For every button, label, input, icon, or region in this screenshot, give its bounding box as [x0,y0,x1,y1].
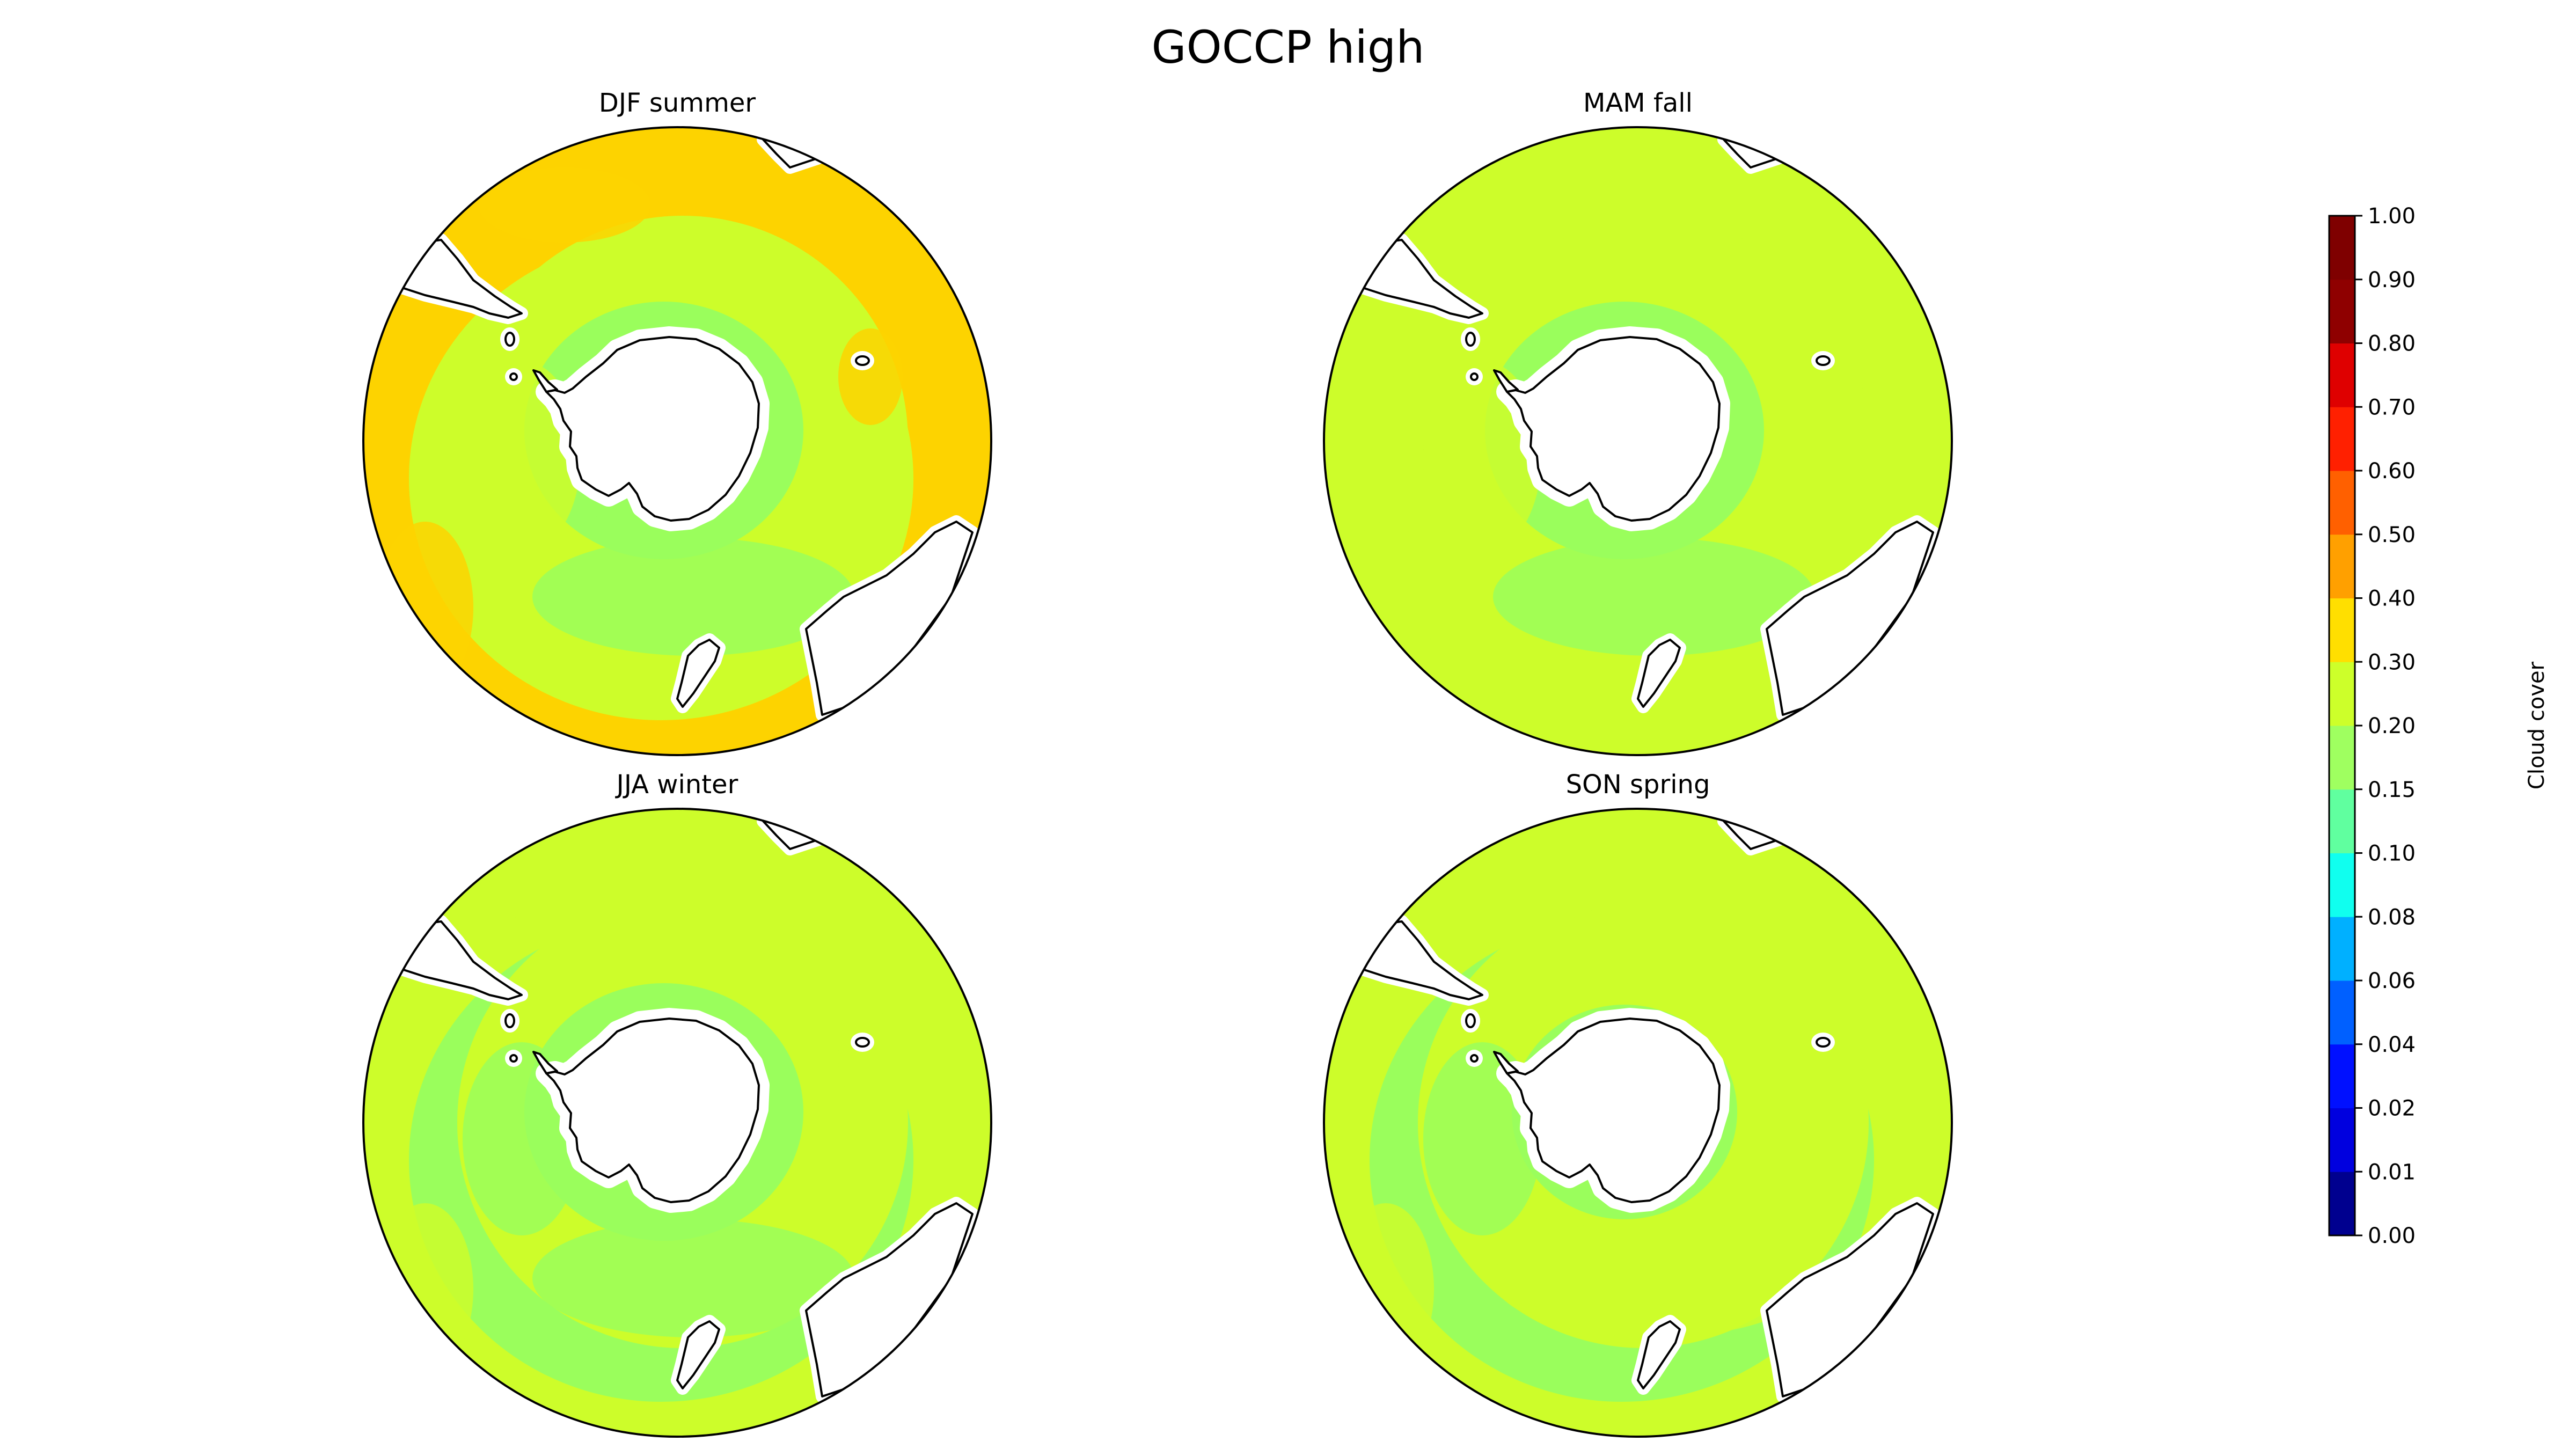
map-son [1321,806,1955,1439]
colorbar-tick-label: 0.60 [2368,459,2416,484]
panel-title-jja: JJA winter [616,770,738,800]
map-mam [1321,125,1955,758]
antarctica-land [545,1018,760,1203]
island-land [1816,1037,1831,1048]
cloud-patch [532,538,854,656]
island-land [504,1013,515,1028]
island-land [1816,355,1831,366]
colorbar-segment [2329,343,2355,407]
colorbar-tick-label: 1.00 [2368,204,2416,229]
cloud-patch [479,167,650,243]
new-zealand-land [1637,639,1681,708]
colorbar-segment [2329,1044,2355,1108]
map-boundary [1323,126,1953,756]
colorbar-tick-label: 0.80 [2368,332,2416,356]
cloud-patch [838,328,903,425]
island-land [509,372,518,381]
antarctica-land [1506,1018,1721,1203]
australia-land [805,521,974,716]
colorbar-tick-label: 0.10 [2368,841,2416,866]
map-content [363,127,991,755]
cloud-patch [1799,1010,1863,1107]
island-land [1470,1054,1479,1063]
cloud-patch [479,849,650,924]
colorbar-segment [2329,407,2355,471]
antarctic-peninsula-land [1493,1051,1519,1074]
colorbar-tick-label: 0.20 [2368,714,2416,738]
cloud-patch [1493,538,1815,656]
colorbar-segment [2329,980,2355,1045]
colorbar-segment [2329,598,2355,662]
map-boundary [1323,808,1953,1438]
island-land [855,355,870,366]
antarctic-peninsula-land [1493,369,1519,393]
cloud-patch [1439,167,1611,243]
map-djf-svg [362,126,992,756]
cloud-patch [1799,328,1863,425]
new-zealand-land [676,1320,720,1389]
panel-title-mam: MAM fall [1583,88,1693,118]
island-land [855,1037,870,1048]
cloud-patch [532,1219,854,1337]
colorbar-tick-label: 0.08 [2368,905,2416,930]
island-land [504,332,515,347]
map-mam-svg [1323,126,1953,756]
colorbar-tick-label: 0.15 [2368,778,2416,802]
antarctic-peninsula-land [532,369,558,393]
panel-title-son: SON spring [1565,770,1710,800]
australia-land [1766,521,1934,716]
map-content [363,809,991,1437]
colorbar: 0.00 0.01 0.02 0.04 0.06 0.08 0.10 0.15 0.20 0.30… [2328,204,2549,1248]
map-son-svg [1323,808,1953,1438]
map-boundary [362,808,992,1438]
island-land [1470,372,1479,381]
colorbar-ticks: 0.00 0.01 0.02 0.04 0.06 0.08 0.10 0.15 0.20 0.30… [2355,204,2416,1248]
colorbar-segment [2329,662,2355,726]
colorbar-tick-label: 0.70 [2368,395,2416,420]
cloud-patch [1439,849,1611,924]
map-content [1324,127,1952,755]
map-jja [361,806,994,1439]
colorbar-segment [2329,789,2355,853]
cloud-patch [838,1010,903,1107]
colorbar-segment [2329,917,2355,981]
new-zealand-land [676,639,720,708]
antarctica-land [1506,336,1721,522]
colorbar-tick-label: 0.30 [2368,650,2416,675]
new-zealand-land [1637,1320,1681,1389]
island-land [1465,1013,1476,1028]
australia-land [805,1202,974,1397]
colorbar-tick-label: 0.06 [2368,969,2416,993]
colorbar-segment [2329,216,2355,280]
colorbar-segment [2329,1172,2355,1236]
colorbar-segment [2329,853,2355,917]
colorbar-segment [2329,471,2355,535]
colorbar-tick-label: 0.00 [2368,1224,2416,1248]
colorbar-tick-label: 0.40 [2368,587,2416,611]
colorbar-tick-label: 0.04 [2368,1033,2416,1057]
colorbar-tick-label: 0.02 [2368,1096,2416,1121]
island-land [509,1054,518,1063]
colorbar-segment [2329,1108,2355,1172]
cloud-patch [1493,1219,1815,1337]
map-djf [361,125,994,758]
colorbar-segment [2329,534,2355,598]
colorbar-segment [2329,279,2355,343]
antarctic-peninsula-land [532,1051,558,1074]
australia-land [1766,1202,1934,1397]
figure-title: GOCCP high [1151,21,1425,74]
island-land [1465,332,1476,347]
colorbar-segments [2329,216,2355,1236]
colorbar-segment [2329,726,2355,790]
colorbar-tick-label: 0.90 [2368,268,2416,292]
map-jja-svg [362,808,992,1438]
colorbar-tick-label: 0.01 [2368,1160,2416,1184]
panel-title-djf: DJF summer [598,88,756,118]
map-boundary [362,126,992,756]
map-content [1324,809,1952,1437]
antarctica-land [545,336,760,522]
colorbar-tick-label: 0.50 [2368,523,2416,547]
colorbar-label: Cloud cover [2524,661,2549,789]
